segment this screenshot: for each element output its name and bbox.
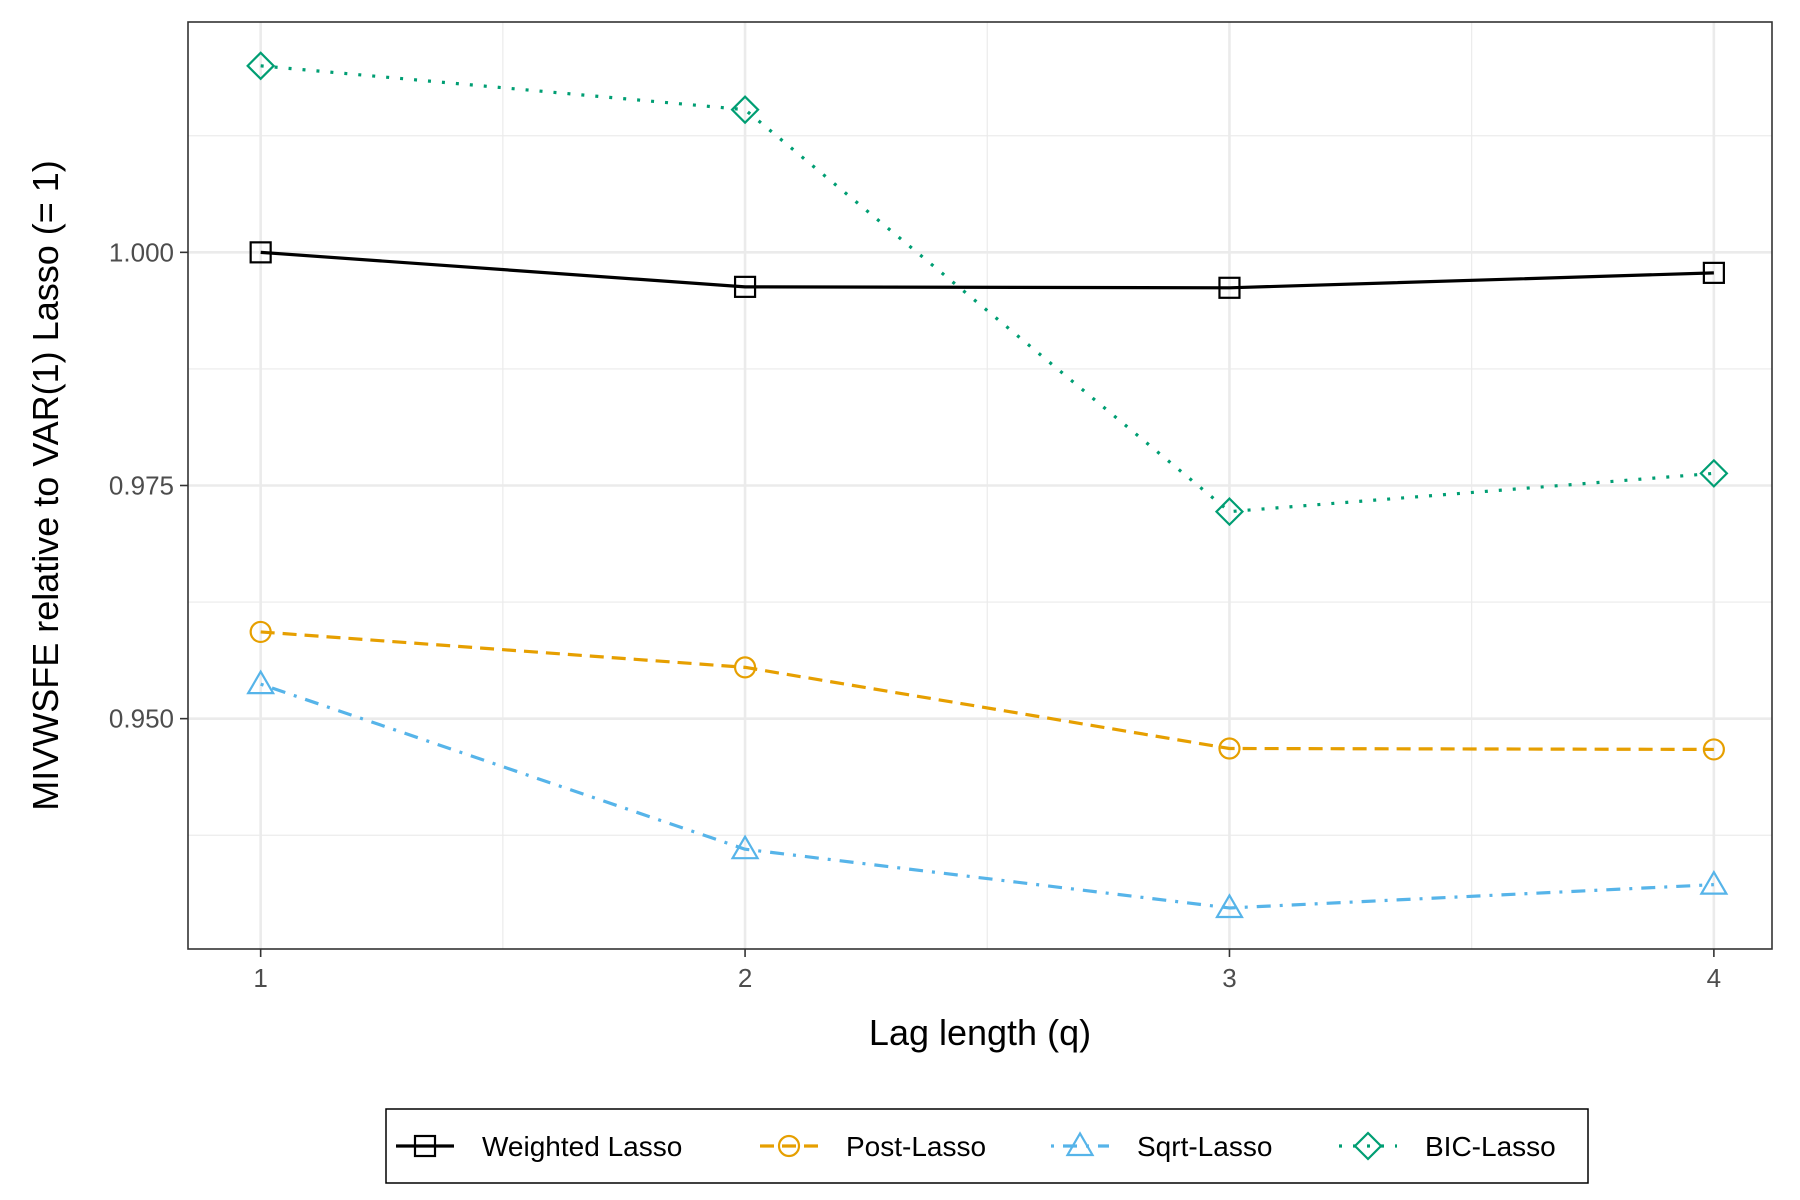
data-point-weighted-lasso [249, 241, 272, 264]
data-point-weighted-lasso [1218, 276, 1241, 299]
data-point-weighted-lasso [733, 275, 757, 298]
y-axis-title: MIVWSFE relative to VAR(1) Lasso (= 1) [25, 160, 66, 811]
legend-label-bic-lasso: BIC-Lasso [1425, 1131, 1556, 1162]
data-point-post-lasso [1218, 737, 1241, 760]
series-line-bic-lasso [260, 64, 1714, 514]
data-point-weighted-lasso [1702, 261, 1725, 284]
data-point-sqrt-lasso [1215, 893, 1244, 919]
legend-key-marker-weighted-lasso [413, 1134, 437, 1158]
axis-ticks: 0.950 0.975 1.000 1 2 3 4 [109, 237, 1721, 993]
x-tick-label: 4 [1707, 963, 1721, 993]
series-line-post-lasso [260, 630, 1714, 752]
data-point-post-lasso [249, 620, 272, 644]
y-tick-label: 0.950 [109, 704, 174, 734]
legend-key-marker-post-lasso [777, 1134, 801, 1158]
legend: Weighted Lasso Post-Lasso Sqrt-Lasso BIC-La… [385, 1108, 1589, 1184]
series-layer [246, 51, 1729, 919]
legend-label-sqrt-lasso: Sqrt-Lasso [1137, 1131, 1272, 1162]
series-sqrt-lasso [246, 669, 1729, 919]
data-point-bic-lasso [730, 95, 760, 125]
data-point-post-lasso [1702, 738, 1725, 761]
data-point-bic-lasso [1699, 458, 1729, 488]
legend-box [385, 1108, 1589, 1184]
x-axis-title: Lag length (q) [869, 1012, 1091, 1053]
x-tick-label: 3 [1222, 963, 1236, 993]
x-tick-label: 2 [738, 963, 752, 993]
data-point-sqrt-lasso [730, 834, 760, 860]
series-line-weighted-lasso [260, 250, 1714, 290]
data-point-bic-lasso [246, 51, 276, 81]
series-bic-lasso [246, 51, 1729, 527]
series-line-sqrt-lasso [260, 682, 1714, 910]
series-post-lasso [249, 620, 1725, 761]
series-weighted-lasso [249, 241, 1725, 299]
legend-key-marker-bic-lasso [1353, 1131, 1383, 1161]
legend-label-weighted-lasso: Weighted Lasso [482, 1131, 682, 1162]
y-tick-label: 0.975 [109, 471, 174, 501]
data-point-sqrt-lasso [1699, 869, 1729, 895]
data-point-sqrt-lasso [246, 669, 276, 695]
y-tick-label: 1.000 [109, 237, 174, 267]
data-point-post-lasso [733, 656, 757, 679]
legend-key-marker-sqrt-lasso [1065, 1131, 1095, 1157]
legend-label-post-lasso: Post-Lasso [846, 1131, 986, 1162]
data-point-bic-lasso [1214, 497, 1245, 527]
x-tick-label: 1 [253, 963, 267, 993]
